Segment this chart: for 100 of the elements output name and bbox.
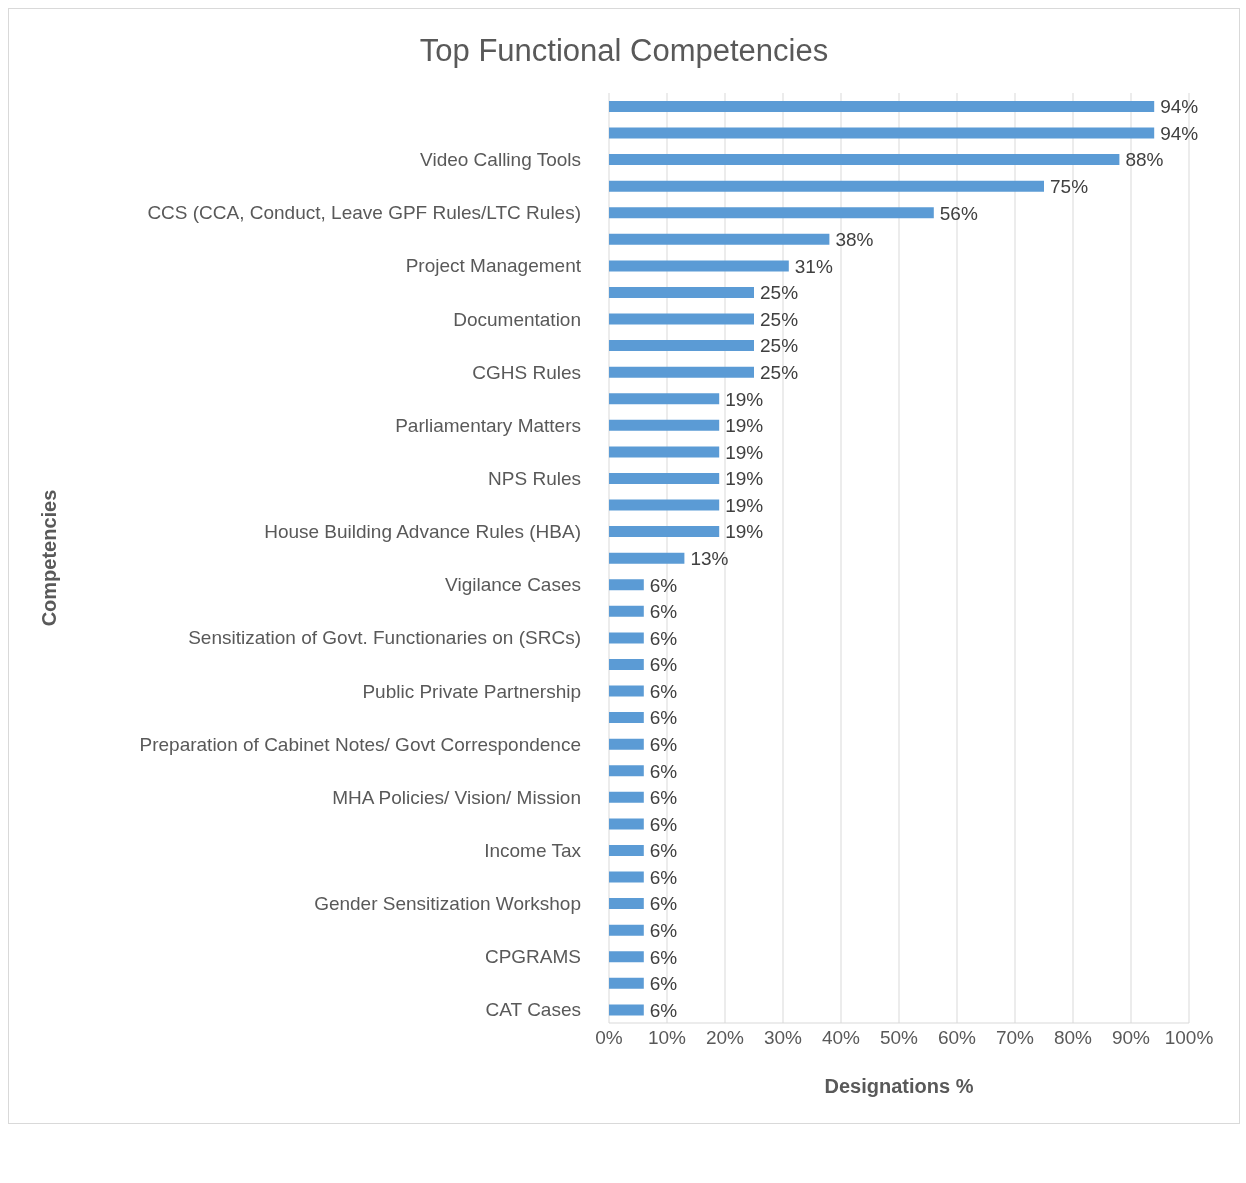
data-label: 31% <box>794 255 833 277</box>
bar <box>609 924 644 936</box>
data-label: 6% <box>649 627 678 649</box>
y-tick-label: Documentation <box>453 308 581 330</box>
bar <box>609 1004 644 1016</box>
data-label: 94% <box>1160 122 1199 144</box>
bar <box>609 233 830 245</box>
y-tick-label: NPS Rules <box>488 468 581 490</box>
data-label: 6% <box>649 707 678 729</box>
y-tick-label: Preparation of Cabinet Notes/ Govt Correspondence <box>139 733 581 755</box>
data-label: 25% <box>760 308 799 330</box>
bar <box>609 844 644 856</box>
data-label: 6% <box>649 919 678 941</box>
data-label: 6% <box>649 760 678 782</box>
data-label: 6% <box>649 574 678 596</box>
y-tick-label: CPGRAMS <box>484 946 581 968</box>
data-label: 19% <box>725 415 764 437</box>
data-label: 6% <box>649 866 678 888</box>
data-label: 6% <box>649 601 678 623</box>
y-tick-label: Gender Sensitization Workshop <box>314 893 581 915</box>
bar <box>609 180 1044 192</box>
x-tick-label: 80% <box>1053 1027 1093 1049</box>
bar <box>609 658 644 670</box>
bar <box>609 738 644 750</box>
bar <box>609 685 644 697</box>
bar <box>609 977 644 989</box>
bar <box>609 712 644 724</box>
data-label: 6% <box>649 680 678 702</box>
y-axis-title: Competencies <box>38 489 61 627</box>
bar <box>609 313 754 325</box>
bar <box>609 632 644 644</box>
data-label: 25% <box>760 335 799 357</box>
bar <box>609 366 754 378</box>
bar <box>609 871 644 883</box>
bar <box>609 765 644 777</box>
bar <box>609 579 644 591</box>
x-tick-label: 60% <box>937 1027 977 1049</box>
y-tick-label: Income Tax <box>484 840 582 862</box>
y-tick-label: House Building Advance Rules (HBA) <box>264 521 581 543</box>
bar <box>609 499 720 511</box>
bar <box>609 154 1120 166</box>
data-label: 6% <box>649 654 678 676</box>
bar <box>609 526 720 538</box>
x-tick-label: 100% <box>1164 1027 1214 1049</box>
data-label: 88% <box>1125 149 1164 171</box>
y-tick-label: Video Calling Tools <box>420 149 581 171</box>
bar <box>609 951 644 963</box>
bar <box>609 127 1155 139</box>
bar <box>609 340 754 352</box>
bar <box>609 393 720 405</box>
x-tick-label: 20% <box>705 1027 745 1049</box>
x-tick-label: 70% <box>995 1027 1035 1049</box>
bar <box>609 605 644 617</box>
y-tick-label: CCS (CCA, Conduct, Leave GPF Rules/LTC Rules) <box>147 202 581 224</box>
y-tick-label: Parliamentary Matters <box>395 414 581 436</box>
bar <box>609 818 644 830</box>
y-tick-label: Vigilance Cases <box>445 574 581 596</box>
data-label: 19% <box>725 494 764 516</box>
bar <box>609 207 934 219</box>
bar <box>609 446 720 458</box>
data-label: 6% <box>649 813 678 835</box>
data-label: 6% <box>649 999 678 1021</box>
x-tick-label: 0% <box>595 1027 623 1049</box>
data-label: 6% <box>649 973 678 995</box>
bar <box>609 472 720 484</box>
x-tick-label: 30% <box>763 1027 803 1049</box>
x-tick-label: 90% <box>1111 1027 1151 1049</box>
data-label: 19% <box>725 441 764 463</box>
data-label: 6% <box>649 893 678 915</box>
y-tick-label: Public Private Partnership <box>362 680 581 702</box>
data-label: 25% <box>760 282 799 304</box>
y-tick-label: CAT Cases <box>485 999 581 1021</box>
y-tick-label: Sensitization of Govt. Functionaries on (SRCs) <box>188 627 581 649</box>
data-label: 6% <box>649 946 678 968</box>
bar <box>609 260 789 272</box>
data-label: 19% <box>725 468 764 490</box>
data-label: 25% <box>760 361 799 383</box>
data-label: 19% <box>725 521 764 543</box>
chart-title: Top Functional Competencies <box>418 32 830 70</box>
bar <box>609 898 644 910</box>
data-label: 6% <box>649 840 678 862</box>
y-tick-label: MHA Policies/ Vision/ Mission <box>332 786 581 808</box>
x-tick-label: 50% <box>879 1027 919 1049</box>
y-tick-label: Project Management <box>405 255 582 277</box>
data-label: 75% <box>1050 175 1089 197</box>
data-label: 6% <box>649 787 678 809</box>
data-label: 6% <box>649 733 678 755</box>
y-tick-label: CGHS Rules <box>472 361 581 383</box>
x-tick-label: 10% <box>647 1027 687 1049</box>
bar <box>609 419 720 431</box>
data-label: 94% <box>1160 96 1199 118</box>
bar <box>609 286 754 298</box>
bar <box>609 100 1155 112</box>
data-label: 56% <box>939 202 978 224</box>
data-label: 38% <box>835 229 874 251</box>
data-label: 19% <box>725 388 764 410</box>
x-tick-label: 40% <box>821 1027 861 1049</box>
data-label: 13% <box>690 547 729 569</box>
x-axis-title: Designations % <box>824 1075 974 1097</box>
bar <box>609 552 685 564</box>
